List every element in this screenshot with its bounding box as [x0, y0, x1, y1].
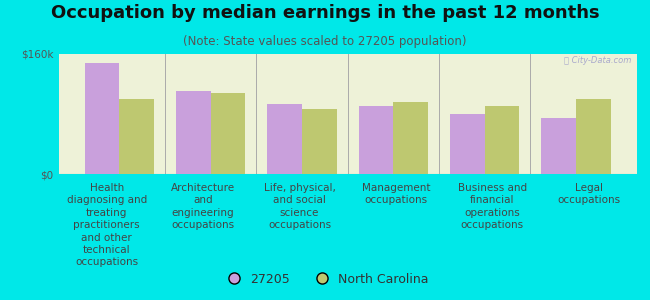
- Bar: [176, 92, 211, 174]
- Text: Architecture
and
engineering
occupations: Architecture and engineering occupations: [171, 183, 235, 230]
- Bar: [302, 109, 337, 174]
- Text: Occupation by median earnings in the past 12 months: Occupation by median earnings in the pas…: [51, 4, 599, 22]
- Bar: [485, 106, 519, 174]
- Bar: [541, 118, 576, 174]
- Text: ⓐ City-Data.com: ⓐ City-Data.com: [564, 56, 631, 65]
- Bar: [450, 114, 485, 174]
- Legend: 27205, North Carolina: 27205, North Carolina: [216, 268, 434, 291]
- Text: Life, physical,
and social
science
occupations: Life, physical, and social science occup…: [264, 183, 335, 230]
- Text: (Note: State values scaled to 27205 population): (Note: State values scaled to 27205 popu…: [183, 34, 467, 47]
- Text: Legal
occupations: Legal occupations: [557, 183, 620, 206]
- Text: Business and
financial
operations
occupations: Business and financial operations occupa…: [458, 183, 527, 230]
- Bar: [576, 99, 611, 174]
- Bar: [211, 93, 246, 174]
- Bar: [267, 104, 302, 174]
- Bar: [393, 102, 428, 174]
- Text: Health
diagnosing and
treating
practitioners
and other
technical
occupations: Health diagnosing and treating practitio…: [66, 183, 147, 267]
- Text: Management
occupations: Management occupations: [361, 183, 430, 206]
- Bar: [120, 99, 154, 174]
- Bar: [84, 63, 120, 174]
- Bar: [359, 106, 393, 174]
